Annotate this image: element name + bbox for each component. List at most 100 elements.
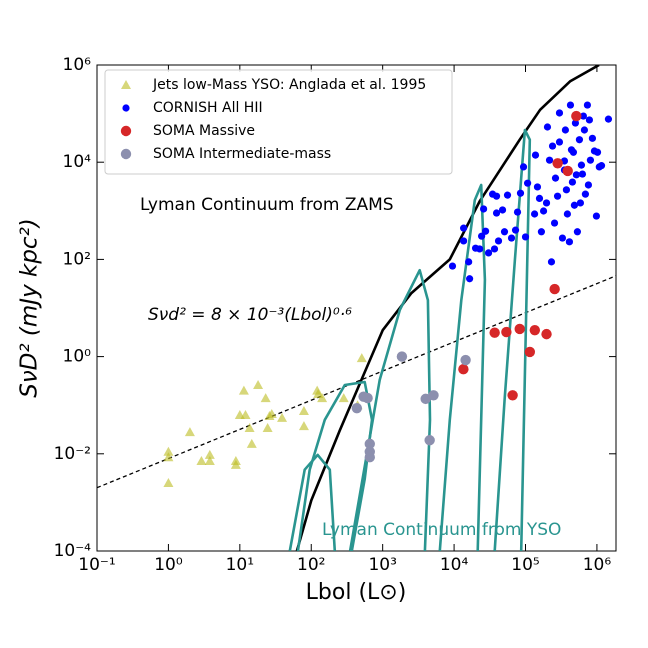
point <box>500 228 509 236</box>
triangle-marker <box>277 412 288 422</box>
point <box>481 227 490 235</box>
point <box>562 186 571 194</box>
triangle-marker <box>262 422 273 432</box>
point <box>428 390 439 401</box>
point <box>570 201 579 209</box>
point <box>572 171 580 179</box>
point <box>524 179 532 187</box>
triangle-marker <box>317 393 328 403</box>
x-tick-label: 10⁻¹ <box>78 555 115 575</box>
point <box>579 112 588 120</box>
y-tick-label: 10⁶ <box>63 55 92 75</box>
y-tick-label: 10⁰ <box>63 347 92 367</box>
x-tick-label: 10² <box>297 555 325 575</box>
point <box>549 283 560 295</box>
point <box>533 183 542 191</box>
triangle-marker <box>260 393 271 403</box>
point <box>531 151 540 159</box>
point <box>484 249 493 257</box>
point <box>568 178 577 186</box>
point <box>501 326 512 338</box>
x-tick-label: 10³ <box>368 555 396 575</box>
point <box>465 258 473 266</box>
point <box>498 206 507 214</box>
point <box>547 258 556 266</box>
point <box>543 123 552 131</box>
point <box>420 393 431 405</box>
point <box>489 327 500 338</box>
point <box>558 234 567 242</box>
point <box>566 101 575 109</box>
annotation: Lyman Continuum from ZAMS <box>140 195 394 215</box>
model-curve <box>348 268 432 551</box>
y-tick-label: 10² <box>63 249 91 269</box>
triangle-marker <box>204 449 215 459</box>
point <box>548 142 557 150</box>
point <box>521 233 530 241</box>
triangle-marker <box>338 393 349 403</box>
x-axis-label: Lbol (L⊙) <box>306 580 407 605</box>
point <box>492 192 501 200</box>
point <box>351 402 363 414</box>
plot-area <box>97 65 616 551</box>
point <box>578 170 587 178</box>
y-tick-label: 10⁻² <box>54 444 91 464</box>
point <box>478 232 486 240</box>
triangle-marker <box>253 380 264 390</box>
legend-marker <box>120 125 132 137</box>
point <box>541 328 552 340</box>
point <box>563 210 571 218</box>
point <box>519 163 528 171</box>
point <box>583 101 592 109</box>
point <box>424 435 435 446</box>
point <box>604 115 613 123</box>
point <box>571 110 582 122</box>
point <box>553 192 562 200</box>
point <box>364 452 375 463</box>
model-curve <box>288 453 337 551</box>
point <box>561 126 570 134</box>
y-tick-label: 10⁻⁴ <box>54 541 92 561</box>
y-tick-label: 10⁴ <box>63 152 92 172</box>
point <box>524 346 536 358</box>
point <box>458 364 469 375</box>
model-curve <box>295 65 600 551</box>
point <box>460 224 468 232</box>
point <box>592 212 601 220</box>
point <box>562 165 573 177</box>
point <box>490 245 499 253</box>
triangle-marker <box>246 438 257 448</box>
legend-label: SOMA Intermediate-mass <box>153 146 331 162</box>
point <box>581 190 590 198</box>
point <box>575 136 584 144</box>
point <box>573 228 582 236</box>
x-tick-label: 10¹ <box>226 555 254 575</box>
model-curve <box>438 183 487 551</box>
triangle-marker <box>163 452 174 462</box>
point <box>460 354 471 366</box>
point <box>586 156 595 164</box>
point <box>514 323 525 335</box>
y-axis-label: SνD² (mJy kpc²) <box>17 218 43 398</box>
point <box>511 226 520 234</box>
point <box>364 438 375 450</box>
point <box>576 199 584 207</box>
point <box>476 245 484 253</box>
point <box>571 119 580 127</box>
legend-label: SOMA Massive <box>153 123 255 139</box>
legend-label: CORNISH All HII <box>153 100 263 116</box>
point <box>551 174 560 182</box>
triangle-marker <box>204 456 215 466</box>
point <box>555 109 564 117</box>
point <box>597 162 606 170</box>
x-tick-label: 10⁵ <box>511 555 539 575</box>
legend-label: Jets low-Mass YSO: Anglada et al. 1995 <box>152 77 426 93</box>
point <box>588 134 597 142</box>
point <box>466 275 474 283</box>
point <box>396 351 408 362</box>
legend-marker <box>122 104 130 112</box>
point <box>516 189 525 197</box>
triangle-marker <box>163 478 174 488</box>
